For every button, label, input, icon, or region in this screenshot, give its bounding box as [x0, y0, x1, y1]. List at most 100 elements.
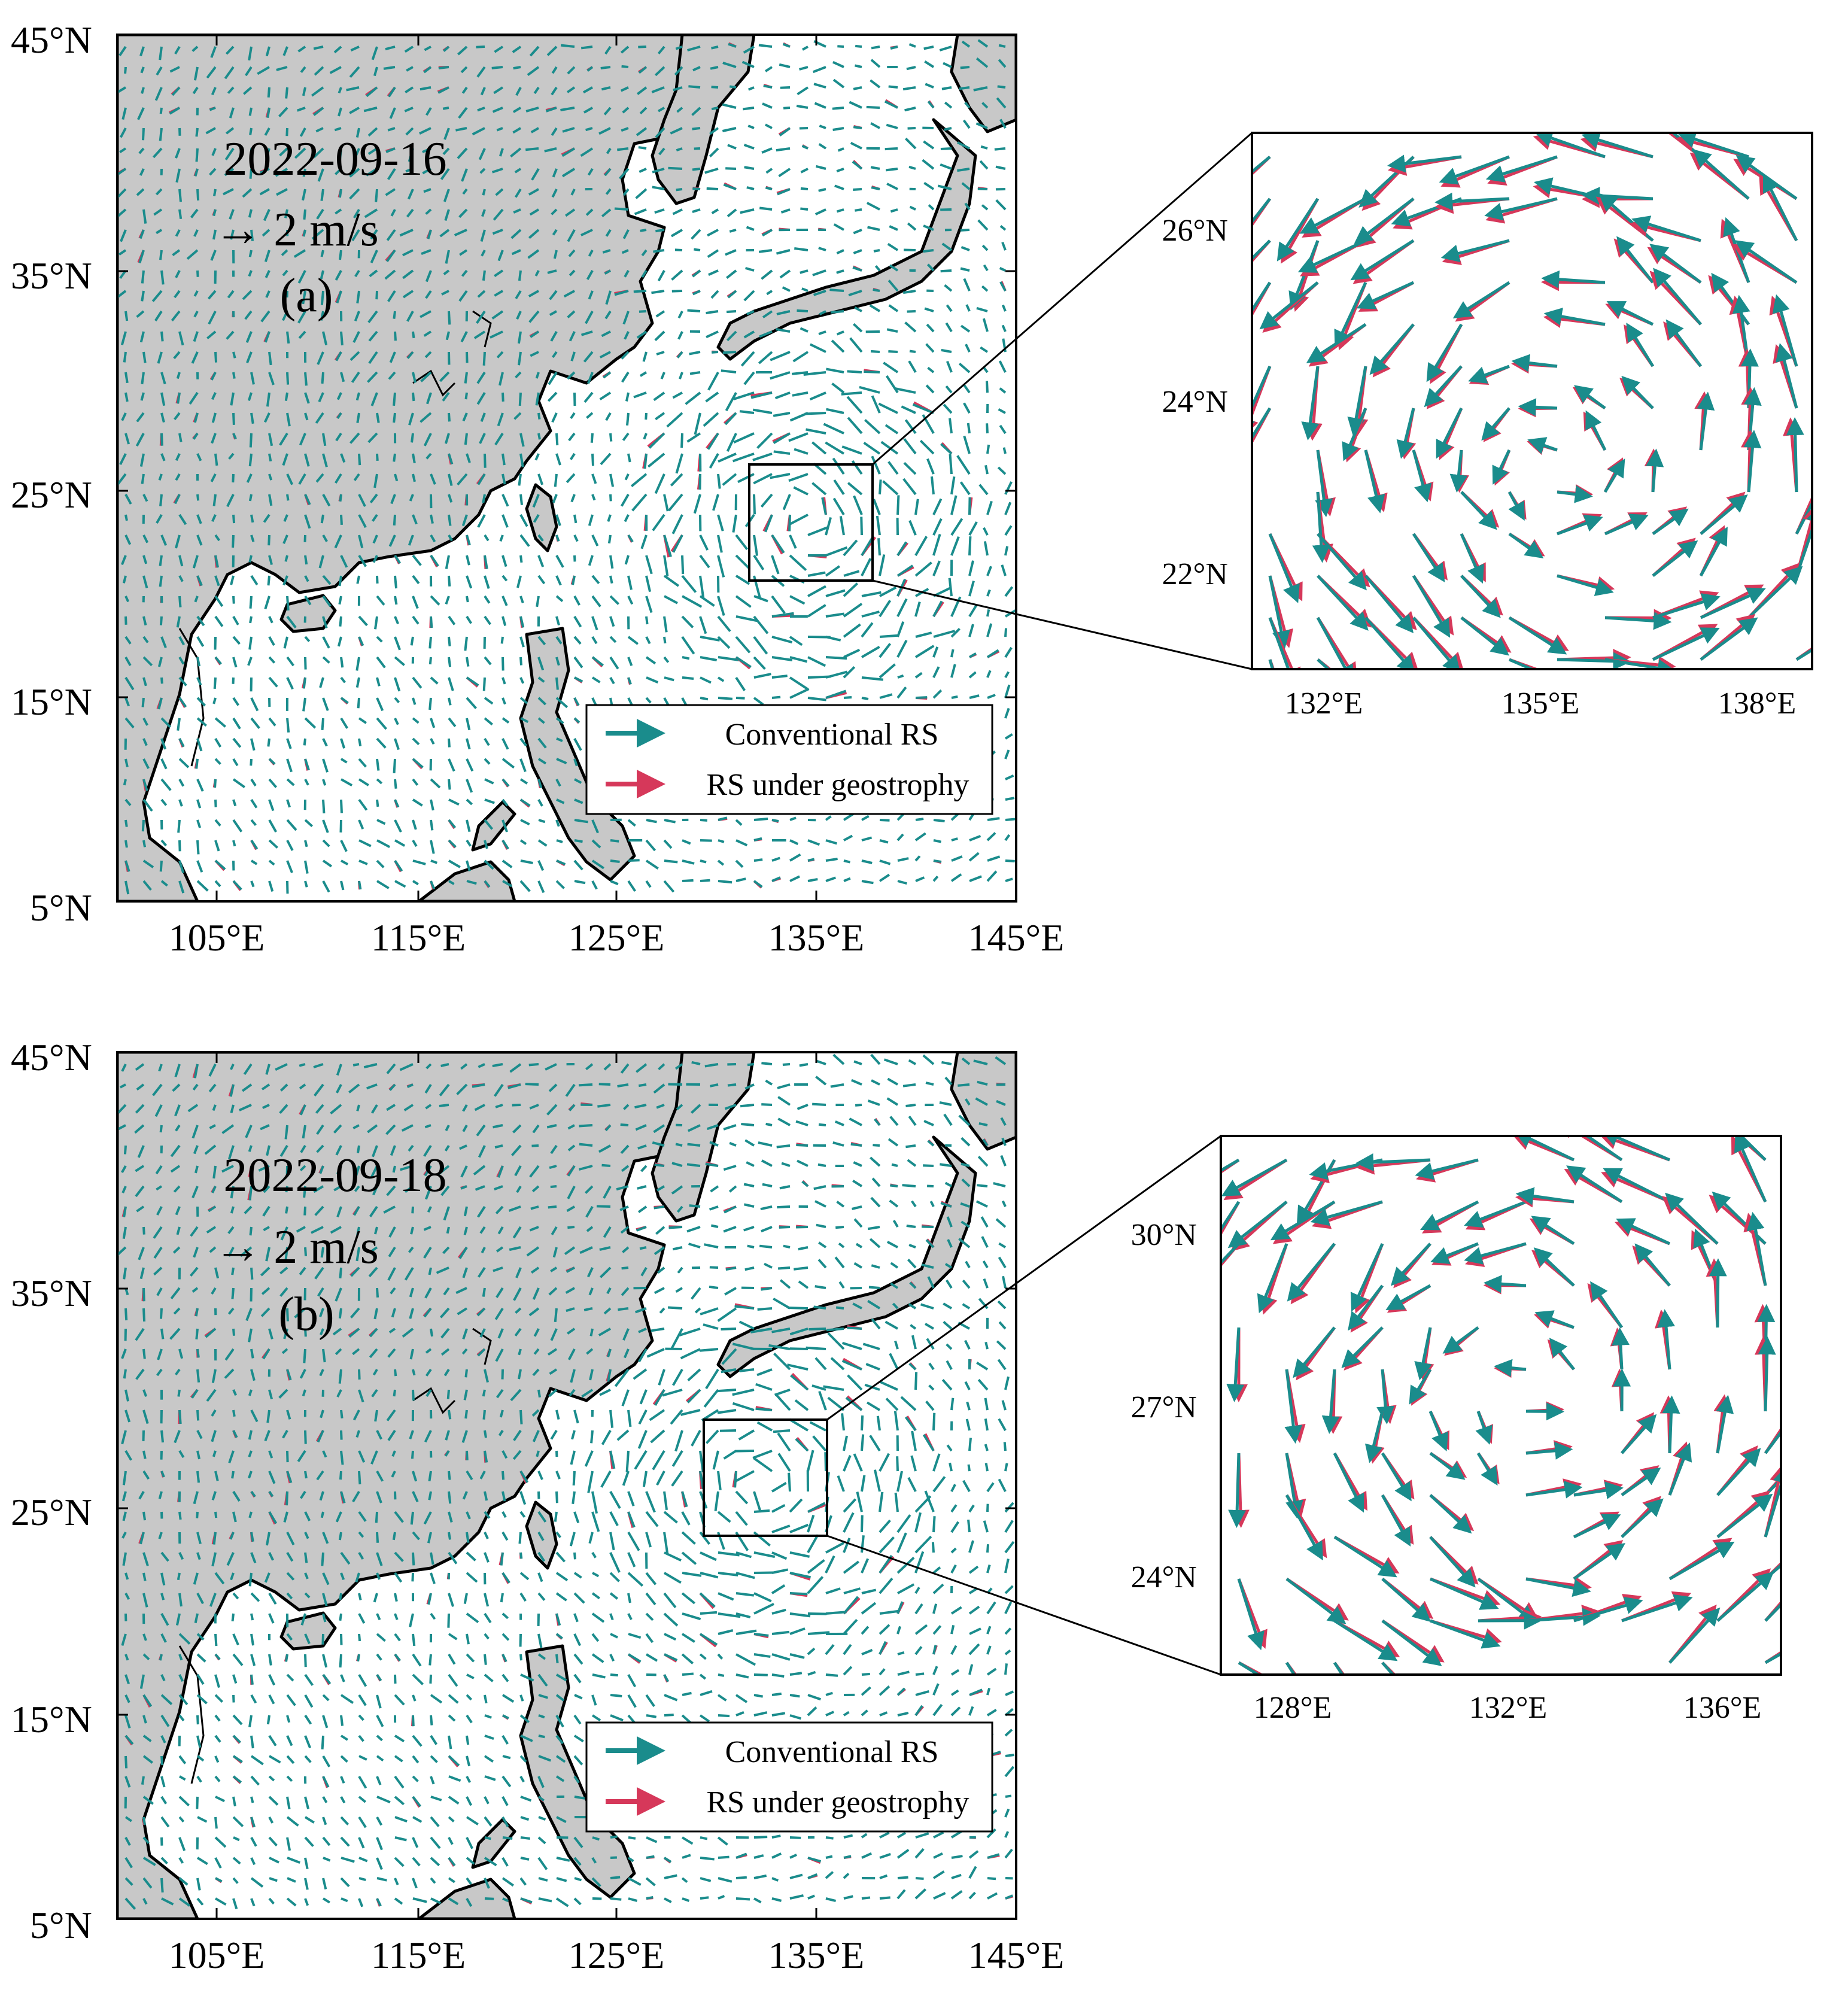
current-vector-conventional: [119, 1083, 126, 1089]
current-vector-conventional: [508, 1205, 521, 1212]
current-vector-conventional: [977, 1156, 989, 1167]
current-vector-conventional: [966, 1401, 971, 1411]
current-vector-conventional: [639, 107, 648, 115]
current-vector-conventional: [250, 1592, 260, 1602]
current-vector-conventional: [839, 516, 845, 536]
current-vector-conventional: [968, 1504, 975, 1513]
current-vector-conventional: [261, 1287, 270, 1295]
current-vector-conventional: [519, 494, 524, 505]
current-vector-conventional: [285, 87, 288, 99]
current-vector-conventional: [412, 1775, 419, 1782]
current-vector-conventional: [724, 1287, 737, 1296]
current-vector-conventional: [943, 127, 952, 131]
current-vector-conventional: [348, 1327, 360, 1338]
current-vector-conventional: [997, 1300, 1007, 1310]
current-vector-conventional: [782, 1063, 791, 1067]
current-vector-conventional: [501, 798, 509, 807]
current-vector-conventional: [600, 452, 612, 466]
current-vector-conventional: [246, 473, 253, 483]
current-vector-conventional: [975, 57, 989, 68]
current-vector-conventional: [841, 1413, 845, 1431]
current-vector-conventional: [456, 1083, 468, 1095]
current-vector-conventional: [441, 290, 449, 296]
current-vector-conventional: [879, 693, 893, 699]
current-vector-conventional: [718, 1572, 738, 1576]
current-vector-conventional: [501, 1654, 507, 1663]
current-vector-conventional: [158, 1491, 163, 1499]
current-vector-conventional: [873, 499, 881, 515]
current-vector-conventional: [735, 1711, 744, 1717]
current-vector-conventional: [458, 290, 468, 302]
current-vector-conventional: [140, 392, 145, 401]
current-vector-conventional: [122, 1471, 127, 1486]
current-vector-conventional: [1004, 586, 1014, 597]
current-vector-conventional: [654, 1163, 665, 1167]
current-vector-conventional: [477, 473, 486, 485]
current-vector-conventional: [933, 819, 945, 822]
current-vector-conventional: [214, 534, 220, 542]
current-vector-conventional: [519, 555, 523, 563]
inset-vector-conventional: [1763, 174, 1798, 242]
current-vector-conventional: [376, 575, 379, 584]
current-vector-conventional: [889, 1353, 899, 1370]
current-vector-conventional: [457, 473, 468, 486]
current-vector-conventional: [212, 697, 217, 704]
inset-vector-conventional: [1511, 354, 1558, 372]
current-vector-conventional: [520, 717, 529, 724]
current-vector-conventional: [834, 1120, 844, 1126]
current-vector-conventional: [773, 1352, 791, 1371]
current-vector-conventional: [853, 1060, 862, 1065]
current-vector-conventional: [409, 1308, 414, 1319]
current-vector-conventional: [462, 1328, 468, 1340]
current-vector-conventional: [950, 628, 961, 638]
current-vector-conventional: [121, 1633, 127, 1646]
current-vector-conventional: [491, 168, 503, 174]
current-vector-conventional: [121, 1348, 127, 1359]
current-vector-conventional: [210, 250, 217, 261]
current-vector-conventional: [430, 840, 435, 854]
current-vector-conventional: [370, 250, 378, 263]
current-vector-conventional: [376, 1572, 381, 1580]
current-vector-conventional: [555, 779, 561, 787]
current-vector-conventional: [496, 1246, 504, 1253]
current-vector-conventional: [821, 497, 827, 515]
current-vector-conventional: [717, 615, 731, 632]
current-vector-conventional: [386, 249, 396, 262]
current-vector-conventional: [664, 1551, 682, 1562]
current-vector-conventional: [376, 839, 391, 849]
current-vector-conventional: [771, 1653, 791, 1661]
current-vector-conventional: [389, 351, 396, 363]
current-vector-conventional: [428, 1267, 432, 1275]
current-vector-conventional: [968, 604, 978, 618]
current-vector-conventional: [567, 1327, 576, 1335]
current-vector-conventional: [420, 371, 432, 382]
current-vector-conventional: [174, 1104, 181, 1117]
current-vector-conventional: [208, 1205, 217, 1213]
current-vector-conventional: [773, 412, 791, 417]
current-vector-conventional: [959, 481, 971, 496]
current-vector-conventional: [770, 371, 791, 380]
current-vector-conventional: [586, 270, 594, 280]
current-vector-conventional: [410, 636, 414, 646]
current-vector-conventional: [406, 311, 414, 322]
current-vector-conventional: [511, 249, 521, 256]
current-vector-conventional: [322, 1776, 330, 1788]
current-vector-conventional: [907, 1159, 917, 1167]
current-vector-conventional: [871, 395, 881, 414]
current-vector-conventional: [466, 1694, 473, 1701]
current-vector-conventional: [232, 840, 236, 847]
current-vector-conventional: [358, 1673, 367, 1687]
current-vector-conventional: [376, 1796, 391, 1804]
current-vector-conventional: [951, 837, 958, 842]
current-vector-conventional: [686, 1163, 701, 1167]
current-vector-conventional: [535, 392, 540, 406]
current-vector-conventional: [303, 209, 306, 220]
current-vector-conventional: [494, 1307, 504, 1320]
current-vector-conventional: [175, 473, 181, 481]
current-vector-conventional: [1004, 628, 1008, 637]
current-vector-conventional: [304, 819, 314, 828]
current-vector-conventional: [879, 1577, 893, 1594]
current-vector-conventional: [997, 85, 1006, 89]
current-vector-conventional: [855, 64, 862, 68]
inset-vector-conventional: [1534, 133, 1606, 159]
